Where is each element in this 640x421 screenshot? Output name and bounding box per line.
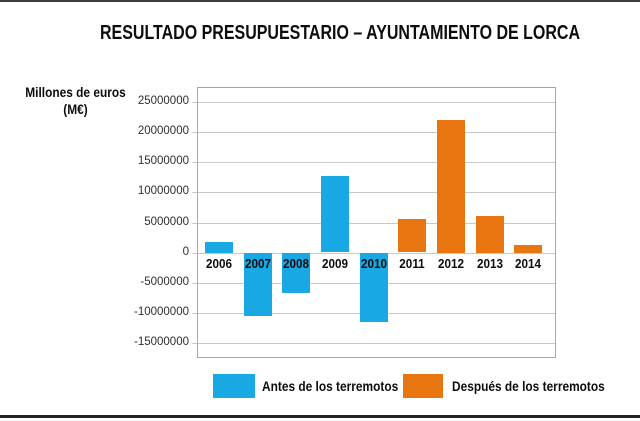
bar-2013 <box>476 216 504 253</box>
y-axis-unit-label: Millones de euros (M€) <box>8 84 143 118</box>
y-tick-label: -10000000 <box>134 306 189 318</box>
bar-2009 <box>321 176 349 252</box>
x-tick-label-2007: 2007 <box>244 256 272 271</box>
y-tick-label: 10000000 <box>137 185 189 197</box>
y-tick-label: -15000000 <box>134 336 189 348</box>
bar-2014 <box>514 245 542 253</box>
bar-2011 <box>398 219 426 252</box>
gridline-5000000 <box>192 223 556 224</box>
y-tick-label: 15000000 <box>137 155 189 167</box>
gridline-10000000 <box>192 192 556 193</box>
gridline-25000000 <box>192 102 556 103</box>
bottom-edge-line <box>0 415 640 418</box>
y-tick-label: 5000000 <box>144 216 189 228</box>
bar-2012 <box>437 120 465 253</box>
chart-title-text: RESULTADO PRESUPUESTARIO – AYUNTAMIENTO … <box>100 22 581 44</box>
y-tick-label: -5000000 <box>140 276 189 288</box>
x-tick-label-2010: 2010 <box>360 256 388 271</box>
x-tick-label-2012: 2012 <box>437 256 465 271</box>
y-tick-label: 25000000 <box>137 95 189 107</box>
plot-area-border <box>197 87 556 358</box>
bar-2008 <box>282 253 310 293</box>
bar-2006 <box>205 242 233 253</box>
x-tick-label-2011: 2011 <box>399 256 425 271</box>
y-axis-unit-line2: (M€) <box>63 101 88 117</box>
x-tick-label-2006: 2006 <box>205 256 233 271</box>
x-tick-label-2009: 2009 <box>321 256 349 271</box>
gridline--15000000 <box>192 343 556 344</box>
bar-2010 <box>360 253 388 322</box>
x-tick-label-2008: 2008 <box>282 256 310 271</box>
x-tick-label-2014: 2014 <box>514 256 542 271</box>
chart-title: RESULTADO PRESUPUESTARIO – AYUNTAMIENTO … <box>40 22 640 45</box>
gridline-15000000 <box>192 162 556 163</box>
x-tick-label-2013: 2013 <box>476 256 504 271</box>
y-axis-unit-line1: Millones de euros <box>25 84 126 100</box>
top-edge-line <box>0 0 640 2</box>
y-tick-label: 0 <box>182 246 189 258</box>
y-tick-label: 20000000 <box>137 125 189 137</box>
bar-2007 <box>244 253 272 316</box>
gridline-20000000 <box>192 132 556 133</box>
